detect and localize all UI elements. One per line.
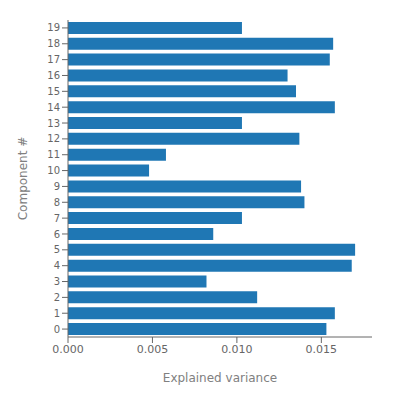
svg-text:0.010: 0.010 bbox=[221, 343, 253, 356]
svg-text:8: 8 bbox=[54, 197, 60, 208]
svg-text:17: 17 bbox=[47, 54, 60, 65]
svg-text:7: 7 bbox=[54, 213, 60, 224]
svg-text:0.000: 0.000 bbox=[52, 343, 84, 356]
svg-text:2: 2 bbox=[54, 292, 60, 303]
svg-text:4: 4 bbox=[54, 260, 60, 271]
svg-text:15: 15 bbox=[47, 86, 60, 97]
svg-text:13: 13 bbox=[47, 118, 60, 129]
svg-text:14: 14 bbox=[47, 102, 60, 113]
svg-text:16: 16 bbox=[47, 70, 60, 81]
svg-text:0.015: 0.015 bbox=[306, 343, 338, 356]
svg-text:12: 12 bbox=[47, 133, 60, 144]
svg-text:19: 19 bbox=[47, 22, 60, 33]
svg-text:6: 6 bbox=[54, 229, 60, 240]
svg-text:3: 3 bbox=[54, 276, 60, 287]
svg-text:18: 18 bbox=[47, 38, 60, 49]
svg-text:Component #: Component # bbox=[16, 137, 30, 221]
svg-text:10: 10 bbox=[47, 165, 60, 176]
svg-text:1: 1 bbox=[54, 308, 60, 319]
svg-text:Explained variance: Explained variance bbox=[163, 371, 277, 385]
svg-text:11: 11 bbox=[47, 149, 60, 160]
svg-text:5: 5 bbox=[54, 244, 60, 255]
svg-text:9: 9 bbox=[54, 181, 60, 192]
svg-text:0: 0 bbox=[54, 324, 60, 335]
svg-text:0.005: 0.005 bbox=[137, 343, 169, 356]
